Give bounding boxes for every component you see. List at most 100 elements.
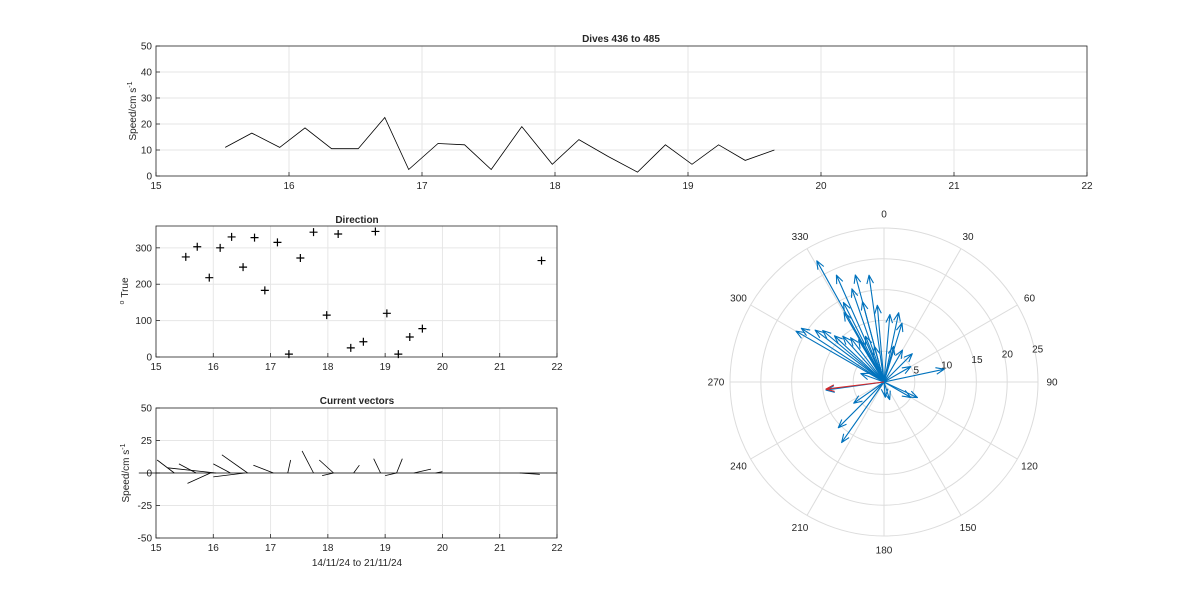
speed-y-tick-label: 0 (146, 172, 152, 183)
mean-vector-arrow (825, 381, 885, 392)
direction-marker (273, 238, 282, 247)
vectors-y-tick-label: 25 (141, 436, 153, 447)
current-vector-arrow (880, 381, 889, 398)
polar-angle-label: 300 (730, 294, 747, 305)
direction-marker (181, 252, 190, 261)
direction-marker (205, 273, 214, 282)
direction-y-tick-label: 100 (135, 316, 152, 327)
vectors-x-tick-label: 21 (494, 543, 506, 554)
vector-stick (413, 468, 432, 474)
speed-axes-box (155, 45, 1088, 177)
speed-series-line (225, 116, 775, 173)
speed-x-tick-label: 20 (815, 181, 827, 192)
direction-marker (284, 350, 293, 359)
vector-stick (178, 463, 197, 474)
polar-spoke (750, 381, 885, 460)
direction-marker (296, 254, 305, 263)
current-vector-arrow (842, 301, 885, 383)
current-vector-arrow (883, 353, 913, 383)
polar-angle-label: 240 (730, 462, 747, 473)
current-vector-arrow (866, 274, 885, 383)
vectors-y-tick-label: 0 (146, 469, 152, 480)
direction-marker (346, 343, 355, 352)
direction-x-tick-label: 18 (322, 362, 334, 373)
direction-axes-box (155, 225, 558, 358)
current-vector-arrow (814, 329, 885, 383)
polar-angle-label: 90 (1046, 378, 1058, 389)
vectors-x-tick-label: 16 (208, 543, 220, 554)
speed-x-tick-label: 17 (416, 181, 428, 192)
vector-stick (221, 454, 248, 474)
vector-stick (187, 472, 211, 484)
direction-marker (394, 350, 403, 359)
direction-marker (537, 256, 546, 265)
polar-spoke (883, 381, 962, 516)
speed-panel-title: Dives 436 to 485 (582, 34, 660, 45)
direction-x-tick-label: 22 (551, 362, 563, 373)
vector-stick (167, 467, 217, 474)
polar-radius-label: 20 (1002, 350, 1014, 361)
vector-stick (213, 472, 245, 478)
current-vector-arrow (883, 313, 894, 383)
speed-y-tick-label: 50 (141, 42, 153, 53)
speed-x-tick-label: 21 (948, 181, 960, 192)
vectors-x-tick-label: 19 (380, 543, 392, 554)
polar-compass-panel: 0 30 60 90 120 150 180 210 240 270 300 330 5 10 15 20 25 (708, 210, 1058, 557)
vectors-x-tick-label: 22 (551, 543, 563, 554)
direction-panel-ylabel: oTrue (119, 277, 131, 305)
vectors-x-tick-label: 20 (437, 543, 449, 554)
current-vector-arrow (883, 381, 912, 398)
current-vector-arrow (850, 337, 885, 383)
direction-marker (382, 309, 391, 318)
current-vector-arrow (841, 381, 885, 444)
current-vector-arrow (883, 366, 912, 383)
vector-stick (287, 459, 292, 474)
direction-x-tick-label: 16 (208, 362, 220, 373)
polar-angle-label: 150 (960, 523, 977, 534)
direction-x-tick-label: 20 (437, 362, 449, 373)
direction-marker (322, 311, 331, 320)
current-vectors-panel: Current vectors Speed/cm s-1 14/11/24 to… (120, 396, 563, 569)
direction-y-tick-label: 200 (135, 280, 152, 291)
speed-panel-ylabel: Speed/cm s-1 (127, 81, 139, 140)
speed-y-tick-label: 30 (141, 94, 153, 105)
vectors-panel-ylabel: Speed/cm s-1 (120, 443, 132, 502)
vectors-x-tick-label: 15 (150, 543, 162, 554)
current-vector-arrow (874, 304, 885, 383)
vector-stick (435, 471, 443, 474)
polar-angle-label: 210 (792, 523, 809, 534)
polar-radius-label: 25 (1032, 344, 1044, 355)
direction-marker (193, 242, 202, 251)
direction-x-tick-label: 19 (380, 362, 392, 373)
speed-y-tick-label: 20 (141, 120, 153, 131)
direction-marker (239, 263, 248, 272)
polar-angle-label: 120 (1021, 462, 1038, 473)
current-vector-arrow (800, 327, 885, 383)
direction-marker (359, 337, 368, 346)
vector-stick (301, 450, 314, 474)
vector-stick (322, 472, 334, 476)
current-vector-arrow (822, 329, 885, 383)
direction-x-tick-label: 17 (265, 362, 277, 373)
current-vector-arrow (883, 345, 896, 383)
vector-stick (519, 472, 540, 475)
polar-angle-label: 30 (962, 232, 974, 243)
vector-stick (213, 463, 231, 474)
vectors-x-tick-label: 17 (265, 543, 277, 554)
direction-marker (371, 227, 380, 236)
direction-x-tick-label: 15 (150, 362, 162, 373)
direction-marker (405, 332, 414, 341)
direction-marker (227, 232, 236, 241)
polar-angle-label: 0 (881, 210, 887, 221)
vector-stick (318, 459, 334, 474)
speed-plot-area (156, 46, 1087, 176)
current-vector-arrow (850, 288, 885, 383)
speed-x-tick-label: 19 (682, 181, 694, 192)
polar-angle-label: 180 (876, 546, 893, 557)
vectors-panel-title: Current vectors (320, 396, 395, 407)
polar-angle-label: 270 (708, 378, 725, 389)
polar-radius-label: 5 (914, 366, 920, 377)
current-vector-arrow (858, 339, 885, 383)
direction-x-tick-label: 21 (494, 362, 506, 373)
